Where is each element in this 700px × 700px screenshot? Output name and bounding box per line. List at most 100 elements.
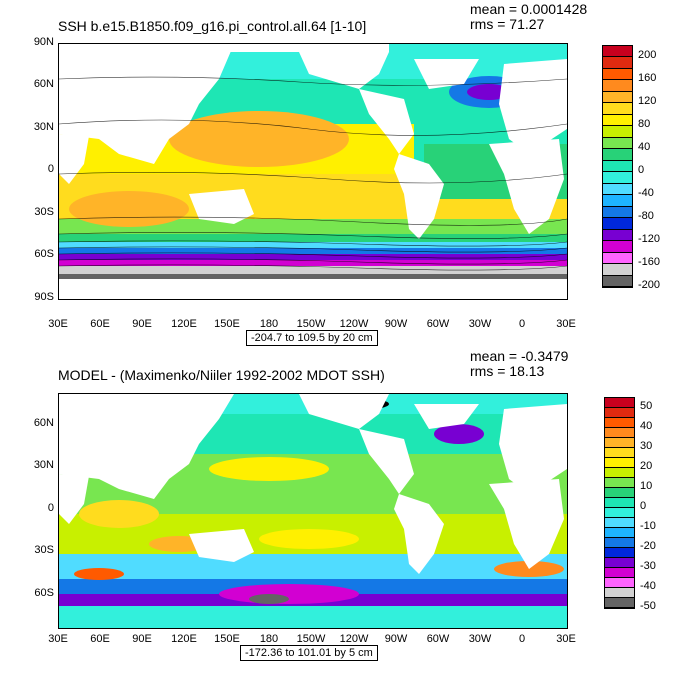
colorbar-swatch xyxy=(605,448,634,458)
lat-label: 0 xyxy=(47,502,54,514)
colorbar-label: -120 xyxy=(638,233,661,246)
colorbar-swatch xyxy=(603,103,632,115)
mean-stat: mean = -0.3479 xyxy=(470,348,569,364)
colorbar-swatch xyxy=(605,578,634,588)
colorbar-swatch xyxy=(603,172,632,184)
ssh-map-svg xyxy=(59,44,567,299)
colorbar-swatch xyxy=(605,478,634,488)
panel-title: SSH b.e15.B1850.f09_g16.pi_control.all.6… xyxy=(58,18,367,34)
lon-label: 150E xyxy=(214,318,240,330)
lon-label: 30E xyxy=(48,633,68,645)
lon-label: 90W xyxy=(384,633,408,645)
colorbar-swatch xyxy=(605,568,634,578)
colorbar-swatch xyxy=(605,508,634,518)
colorbar-label: 50 xyxy=(640,400,653,412)
colorbar-label: 40 xyxy=(638,141,651,154)
colorbar-swatch xyxy=(603,195,632,207)
lon-label: 0 xyxy=(518,633,526,645)
colorbar-label: 10 xyxy=(640,480,653,492)
lon-label: 180 xyxy=(259,318,279,330)
colorbar-swatch xyxy=(603,241,632,253)
lat-label: 90N xyxy=(33,36,54,48)
colorbar-swatch xyxy=(605,498,634,508)
colorbar-swatch xyxy=(603,149,632,161)
colorbar-label: 0 xyxy=(638,164,645,177)
colorbar-label: -40 xyxy=(638,187,654,200)
lon-label: 120E xyxy=(171,633,197,645)
lat-label: 60N xyxy=(33,417,54,429)
lon-label: 180 xyxy=(259,633,279,645)
lon-label: 60E xyxy=(90,633,110,645)
colorbar-swatch xyxy=(605,558,634,568)
colorbar-swatch xyxy=(603,183,632,196)
colorbar-swatch xyxy=(605,418,634,428)
colorbar-swatch xyxy=(603,46,632,58)
mean-stat: mean = 0.0001428 xyxy=(470,1,588,17)
colorbar-label: 80 xyxy=(638,118,651,131)
ssh-map xyxy=(58,43,568,300)
colorbar-swatch xyxy=(605,548,634,558)
colorbar-label: -200 xyxy=(638,279,661,291)
lon-label: 150E xyxy=(214,633,240,645)
colorbar-swatch xyxy=(605,598,634,608)
lon-label: 90E xyxy=(132,318,152,330)
colorbar-label: 120 xyxy=(638,95,657,108)
colorbar-swatch xyxy=(605,518,634,528)
colorbar-swatch xyxy=(605,398,634,408)
rms-stat: rms = 71.27 xyxy=(470,16,545,32)
lon-label: 90E xyxy=(132,633,152,645)
diff-map-svg xyxy=(59,394,567,628)
lat-label: 0 xyxy=(47,163,54,175)
contour-info-label: -172.36 to 101.01 by 5 cm xyxy=(240,645,378,661)
colorbar-swatch xyxy=(605,588,634,598)
colorbar-label: -40 xyxy=(640,580,656,592)
lon-label: 60W xyxy=(426,318,450,330)
lat-label: 30S xyxy=(34,206,54,218)
contour-info-label: -204.7 to 109.5 by 20 cm xyxy=(246,330,378,346)
colorbar-label: -80 xyxy=(638,210,654,223)
colorbar-swatch xyxy=(603,264,632,276)
colorbar-swatch xyxy=(605,438,634,448)
rms-stat: rms = 18.13 xyxy=(470,363,545,379)
colorbar-swatch xyxy=(603,206,632,219)
colorbar-swatch xyxy=(603,229,632,242)
colorbar-label: 20 xyxy=(640,460,653,472)
colorbar-swatch xyxy=(603,218,632,230)
panel-title: MODEL - (Maximenko/Niiler 1992-2002 MDOT… xyxy=(58,367,385,383)
lon-label: 120E xyxy=(171,318,197,330)
colorbar-label: -30 xyxy=(640,560,656,572)
colorbar-swatch xyxy=(603,80,632,92)
colorbar-swatch xyxy=(605,428,634,438)
colorbar-swatch xyxy=(603,275,632,287)
colorbar-swatch xyxy=(605,538,634,548)
colorbar-label: -50 xyxy=(640,600,656,612)
colorbar-swatch xyxy=(605,468,634,478)
colorbar-swatch xyxy=(603,137,632,150)
colorbar-swatch xyxy=(603,114,632,127)
colorbar-label: 40 xyxy=(640,420,653,432)
colorbar-swatch xyxy=(603,68,632,81)
lon-label: 150W xyxy=(296,318,326,330)
lon-label: 120W xyxy=(339,633,369,645)
lon-label: 60W xyxy=(426,633,450,645)
colorbar-label: -10 xyxy=(640,520,656,532)
colorbar-swatch xyxy=(605,408,634,418)
lon-label: 30E xyxy=(48,318,68,330)
lat-label: 90S xyxy=(34,291,54,303)
lat-label: 30S xyxy=(34,544,54,556)
colorbar xyxy=(602,45,633,288)
colorbar xyxy=(604,397,635,609)
lat-label: 60N xyxy=(33,78,54,90)
colorbar-swatch xyxy=(603,91,632,104)
lat-label: 60S xyxy=(34,248,54,260)
colorbar-label: 160 xyxy=(638,72,657,85)
colorbar-swatch xyxy=(603,252,632,265)
colorbar-swatch xyxy=(605,458,634,468)
colorbar-swatch xyxy=(603,57,632,69)
panel-model-ssh: SSH b.e15.B1850.f09_g16.pi_control.all.6… xyxy=(0,0,700,346)
colorbar-label: 0 xyxy=(640,500,647,512)
lat-label: 60S xyxy=(34,587,54,599)
colorbar-swatch xyxy=(605,488,634,498)
lon-label: 60E xyxy=(90,318,110,330)
colorbar-swatch xyxy=(603,160,632,173)
